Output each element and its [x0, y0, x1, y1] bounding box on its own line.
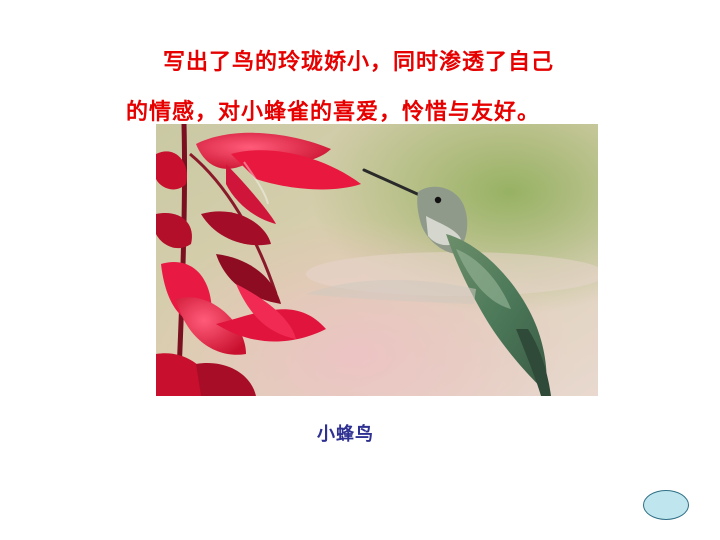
hummingbird-photo	[156, 124, 598, 396]
hummingbird-flower-image	[156, 124, 598, 396]
photo-caption: 小蜂鸟	[317, 424, 374, 445]
body-text-line-2: 的情感，对小蜂雀的喜爱，怜惜与友好。	[126, 100, 541, 125]
next-slide-button[interactable]	[643, 490, 689, 520]
body-text-line-1: 写出了鸟的玲珑娇小，同时渗透了自己	[163, 50, 555, 75]
